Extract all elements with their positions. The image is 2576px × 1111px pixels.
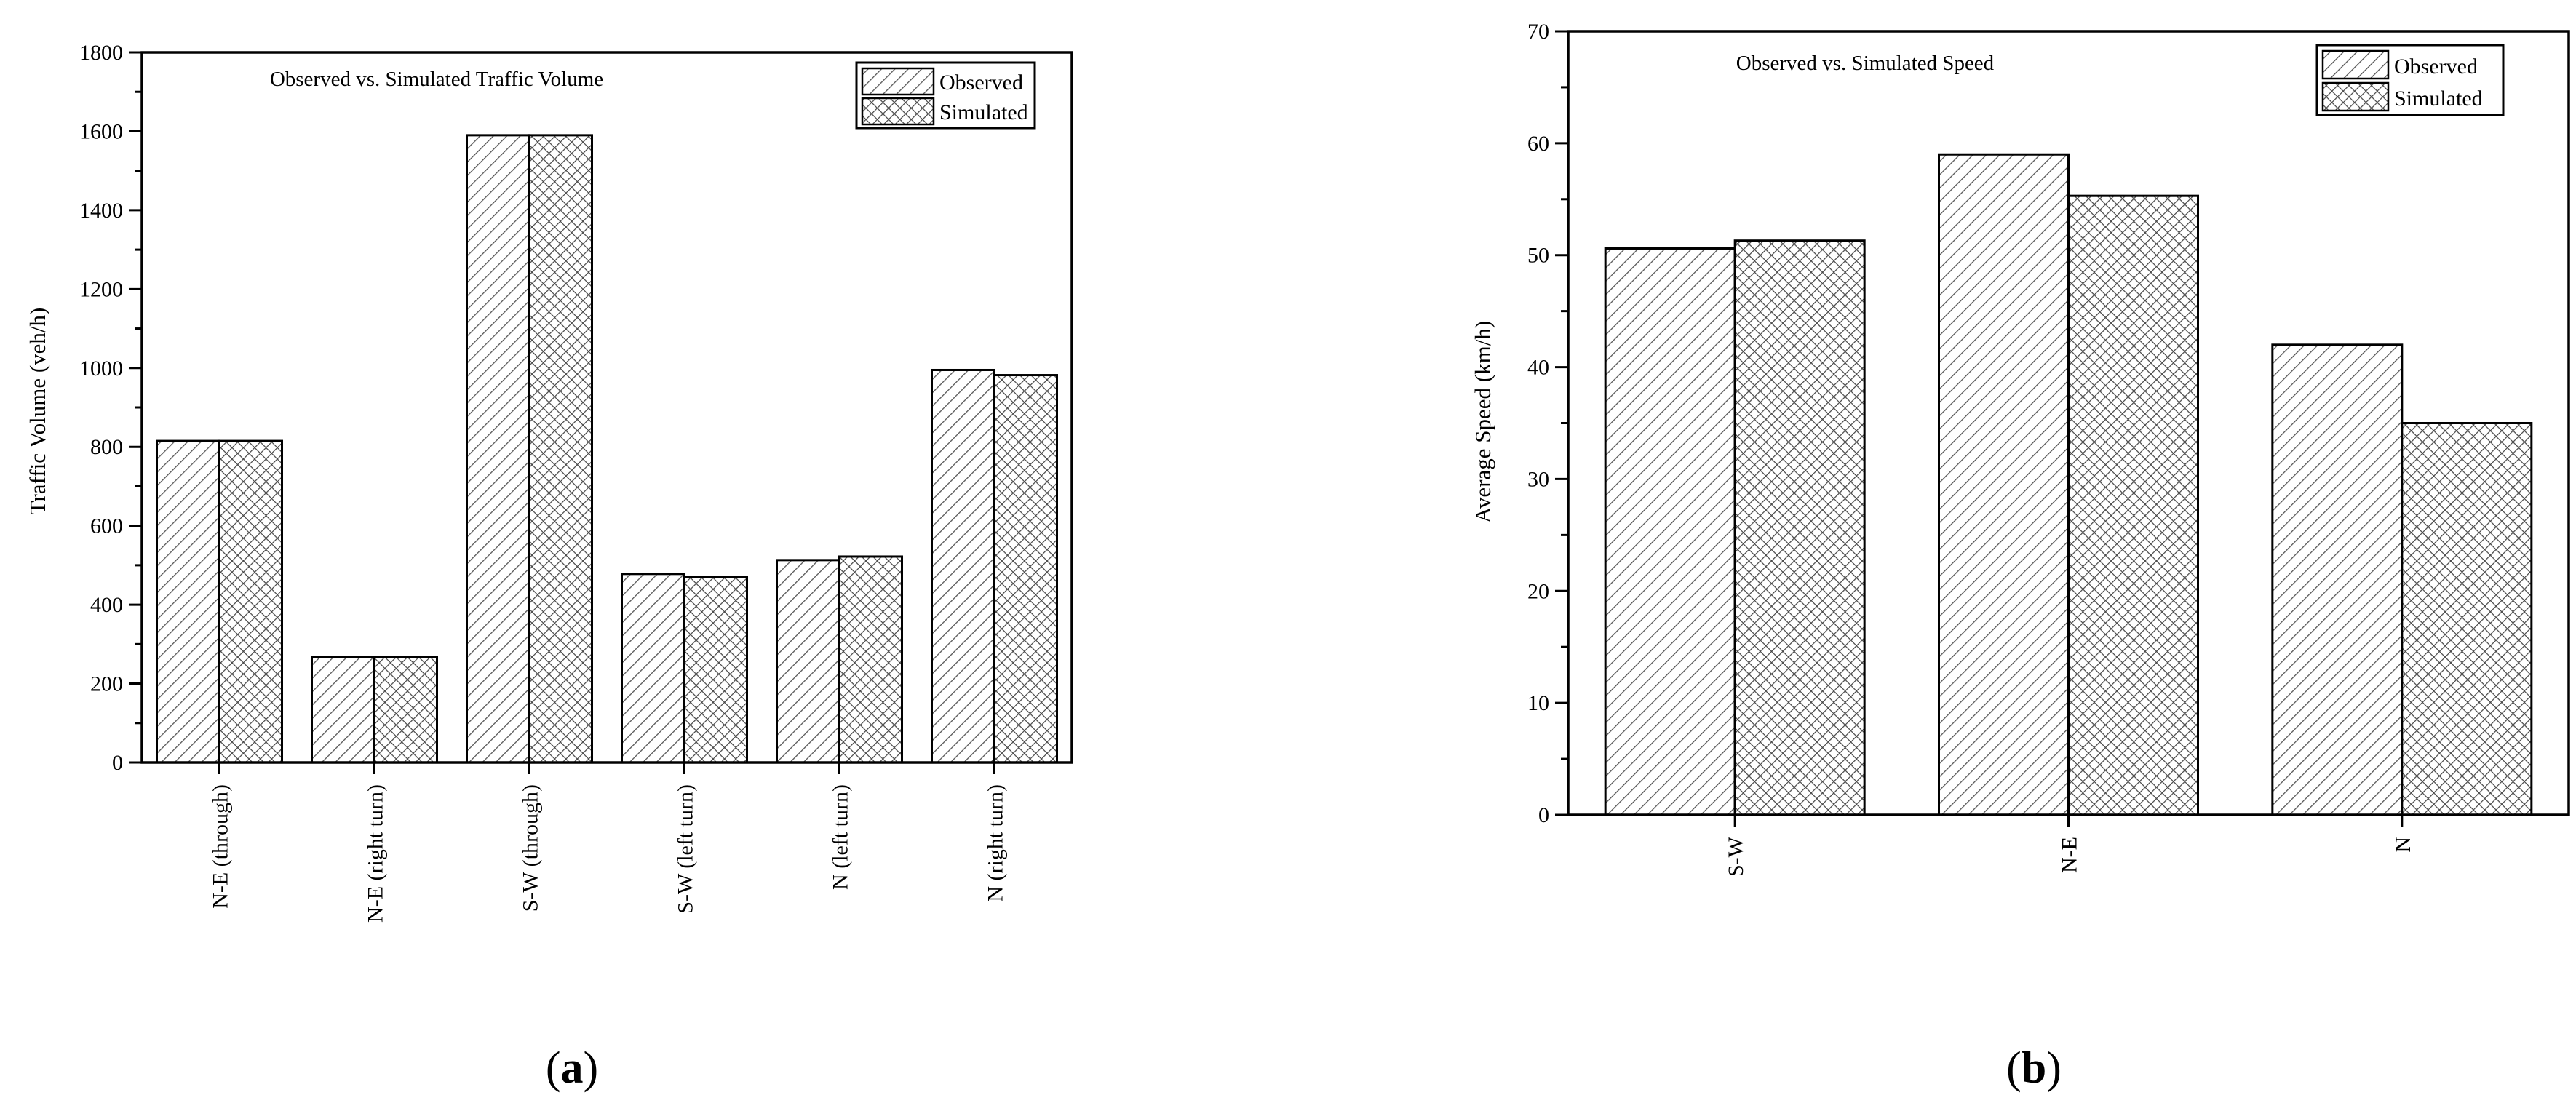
x-tick-label: N-E (through) [209,784,233,909]
chart-b-y-axis-title: Average Speed (km/h) [1470,321,1495,523]
legend-label-observed: Observed [2394,55,2478,79]
bar-observed-1 [311,656,375,764]
y-tick-label: 600 [90,514,123,538]
bar-simulated-0 [218,439,283,764]
y-tick-label: 10 [1527,691,1549,715]
y-tick-label: 1800 [79,41,123,65]
bar-observed-1 [1938,153,2070,816]
chart-b-title: Observed vs. Simulated Speed [1736,52,1995,75]
chart-a-x-tick-labels: N-E (through) N-E (right turn) S-W (throug… [209,784,1008,923]
bar-observed-0 [1604,247,1736,816]
legend-swatch-observed [2321,49,2390,80]
x-tick-label: S-W [1724,836,1748,877]
chart-traffic-volume: Observed vs. Simulated Traffic Volume Tr… [25,41,1073,923]
chart-b-x-tick-labels: S-W N-E N [1724,836,2415,877]
bar-simulated-1 [2067,194,2199,816]
chart-b-legend: Observed Simulated [2315,44,2505,116]
legend-swatch-simulated [2321,81,2390,112]
y-tick-label: 1400 [79,199,123,223]
y-tick-label: 60 [1527,132,1549,156]
legend-swatch-simulated [861,97,935,126]
y-tick-label: 400 [90,593,123,617]
bar-observed-2 [2271,343,2404,816]
legend-swatch-observed [861,67,935,96]
y-tick-label: 30 [1527,467,1549,491]
panel-label-b: (b) [2006,1043,2062,1093]
y-tick-label: 200 [90,672,123,696]
chart-a-legend: Observed Simulated [855,61,1036,130]
chart-a-bars [156,134,1058,764]
y-tick-label: 0 [1538,803,1549,827]
bar-simulated-3 [683,576,748,764]
bar-simulated-0 [1733,239,1866,816]
chart-b-bars [1604,153,2533,816]
y-tick-label: 800 [90,435,123,459]
x-tick-label: N (right turn) [984,784,1008,902]
x-tick-label: N-E (right turn) [364,784,388,923]
x-tick-label: N [2391,837,2415,853]
y-tick-label: 40 [1527,356,1549,380]
y-tick-label: 1600 [79,119,123,143]
panel-label-a: (a) [546,1043,598,1093]
chart-a-y-axis-title: Traffic Volume (veh/h) [25,308,50,515]
bar-simulated-2 [2401,422,2533,816]
bar-observed-4 [776,559,840,764]
y-tick-label: 0 [112,751,123,775]
bar-observed-2 [466,134,530,764]
bar-observed-0 [156,439,220,764]
chart-average-speed: Observed vs. Simulated Speed Average Spe… [1470,20,2570,877]
x-tick-label: N (left turn) [829,784,853,890]
legend-label-simulated: Simulated [939,100,1028,124]
chart-a-y-ticks: 0 200 400 600 800 1000 1200 1400 1600 1800 [79,41,142,775]
legend-label-observed: Observed [939,71,1023,95]
bar-observed-3 [621,573,685,764]
x-tick-label: N-E [2058,837,2082,873]
bar-simulated-1 [373,656,438,764]
y-tick-label: 1200 [79,277,123,301]
bar-simulated-4 [838,555,903,764]
bar-observed-5 [931,368,995,764]
legend-label-simulated: Simulated [2394,87,2483,111]
chart-a-title: Observed vs. Simulated Traffic Volume [270,68,603,91]
x-tick-label: S-W (through) [519,784,543,912]
y-tick-label: 70 [1527,20,1549,44]
y-tick-label: 20 [1527,579,1549,603]
y-tick-label: 1000 [79,357,123,381]
chart-b-y-ticks: 0 10 20 30 40 50 60 70 [1527,20,1568,827]
y-tick-label: 50 [1527,244,1549,268]
x-tick-label: S-W (left turn) [674,784,698,914]
bar-simulated-2 [528,134,593,764]
bar-simulated-5 [993,374,1058,764]
